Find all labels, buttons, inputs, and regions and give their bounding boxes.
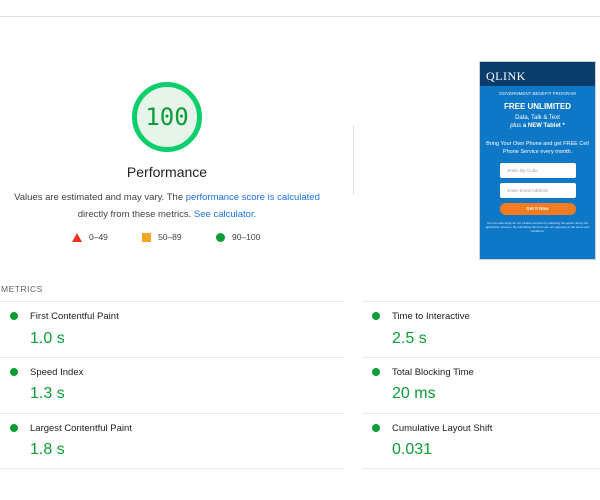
metric-row-divider: [0, 357, 344, 358]
metric-value-fcp: 1.0 s: [30, 330, 65, 347]
legend-item-fail: 0–49: [72, 232, 108, 242]
pass-circle-icon: [372, 368, 380, 376]
thumbnail-tablet: a NEW Tablet *: [522, 123, 565, 129]
metric-row-divider: [0, 468, 344, 469]
thumbnail-plus: plus: [510, 123, 522, 129]
metric-row-divider: [362, 468, 600, 469]
metric-row-divider: [0, 301, 344, 302]
metric-row-divider: [362, 357, 600, 358]
metric-label-tbt: Total Blocking Time: [392, 367, 474, 378]
pass-circle-icon: [10, 312, 18, 320]
thumbnail-byop: Bring Your Own Phone and get FREE Cell P…: [486, 141, 589, 155]
thumbnail-fine-print: You can also apply for our Lifeline serv…: [485, 221, 590, 233]
circle-icon: [216, 232, 225, 242]
metric-label-cls: Cumulative Layout Shift: [392, 423, 493, 434]
legend-range: 90–100: [232, 232, 261, 242]
qlink-logo: QLINK: [486, 69, 526, 83]
legend-item-pass: 90–100: [216, 232, 260, 242]
final-screenshot-thumbnail[interactable]: QLINK GOVERNMENT BENEFIT PROGRAM FREE UN…: [479, 61, 596, 260]
vertical-divider: [353, 125, 354, 195]
legend-item-average: 50–89: [142, 232, 182, 242]
triangle-icon: [72, 232, 82, 242]
thumbnail-sub1: Data, Talk & Text: [515, 115, 560, 121]
thumbnail-body: GOVERNMENT BENEFIT PROGRAM FREE UNLIMITE…: [480, 86, 595, 233]
description-text-2: directly from these metrics.: [77, 209, 194, 220]
thumbnail-sub2: plus a NEW Tablet *: [485, 123, 590, 129]
score-gauge-ring: [132, 82, 202, 152]
legend-range: 0–49: [89, 232, 108, 242]
metric-value-cls: 0.031: [392, 441, 433, 458]
metric-value-tti: 2.5 s: [392, 330, 427, 347]
description-text: Values are estimated and may vary. The: [14, 192, 186, 203]
thumbnail-gov-text: GOVERNMENT BENEFIT PROGRAM: [499, 91, 576, 96]
thumbnail-zip-input: Enter Zip Code: [499, 163, 576, 178]
metric-label-fcp: First Contentful Paint: [30, 311, 119, 322]
metrics-section-label: METRICS: [1, 284, 43, 294]
pass-circle-icon: [10, 424, 18, 432]
thumbnail-headline: FREE UNLIMITED: [503, 102, 572, 111]
performance-score: 100: [145, 103, 189, 131]
metric-value-si: 1.3 s: [30, 385, 65, 402]
performance-title: Performance: [126, 164, 208, 180]
performance-description: Values are estimated and may vary. The p…: [14, 189, 320, 223]
metric-row-divider: [362, 301, 600, 302]
pass-circle-icon: [372, 424, 380, 432]
metric-row-divider: [0, 413, 344, 414]
pass-circle-icon: [372, 312, 380, 320]
thumbnail-cta-button: Get It Now: [499, 203, 576, 215]
thumbnail-email-input: Enter Email Address: [499, 183, 576, 198]
metric-label-lcp: Largest Contentful Paint: [30, 423, 132, 434]
top-divider: [0, 16, 600, 17]
metric-label-si: Speed Index: [30, 367, 84, 378]
see-calculator-link[interactable]: See calculator.: [193, 209, 257, 220]
metric-row-divider: [362, 413, 600, 414]
metric-value-tbt: 20 ms: [392, 385, 436, 402]
legend-range: 50–89: [158, 232, 182, 242]
square-icon: [142, 232, 151, 242]
metric-value-lcp: 1.8 s: [30, 441, 65, 458]
score-calculated-link[interactable]: performance score is calculated: [185, 192, 320, 203]
metric-label-tti: Time to Interactive: [392, 311, 470, 322]
score-legend: 0–49 50–89 90–100: [0, 232, 334, 246]
pass-circle-icon: [10, 368, 18, 376]
thumbnail-header: QLINK: [480, 62, 595, 86]
